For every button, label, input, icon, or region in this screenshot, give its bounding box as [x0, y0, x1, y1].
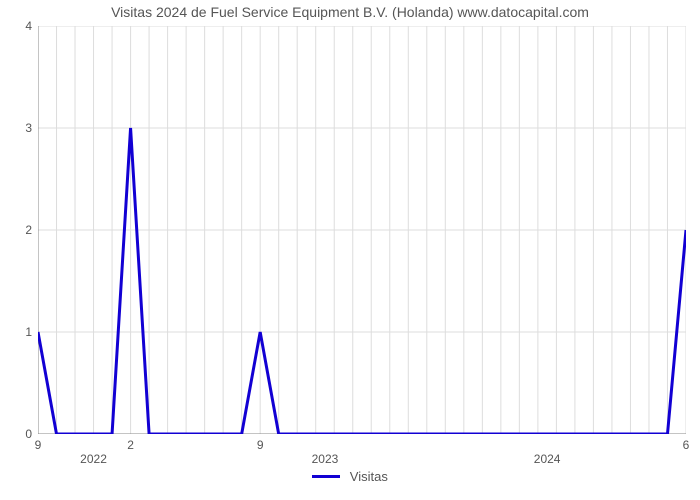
plot-svg: [38, 26, 686, 434]
y-tick-label: 2: [25, 223, 38, 237]
legend-swatch: [312, 475, 340, 478]
series-line: [38, 128, 686, 434]
y-tick-label: 1: [25, 325, 38, 339]
x-year-label: 2022: [80, 434, 107, 466]
x-year-label: 2024: [534, 434, 561, 466]
x-point-label: 9: [257, 434, 264, 452]
chart-title: Visitas 2024 de Fuel Service Equipment B…: [0, 4, 700, 20]
x-point-label: 9: [35, 434, 42, 452]
x-point-label: 2: [127, 434, 134, 452]
plot-area: 012342022202320249296: [38, 26, 686, 434]
x-point-label: 6: [683, 434, 690, 452]
y-tick-label: 3: [25, 121, 38, 135]
x-year-label: 2023: [312, 434, 339, 466]
chart-container: Visitas 2024 de Fuel Service Equipment B…: [0, 0, 700, 500]
legend: Visitas: [0, 468, 700, 484]
y-tick-label: 4: [25, 19, 38, 33]
legend-label: Visitas: [350, 469, 388, 484]
